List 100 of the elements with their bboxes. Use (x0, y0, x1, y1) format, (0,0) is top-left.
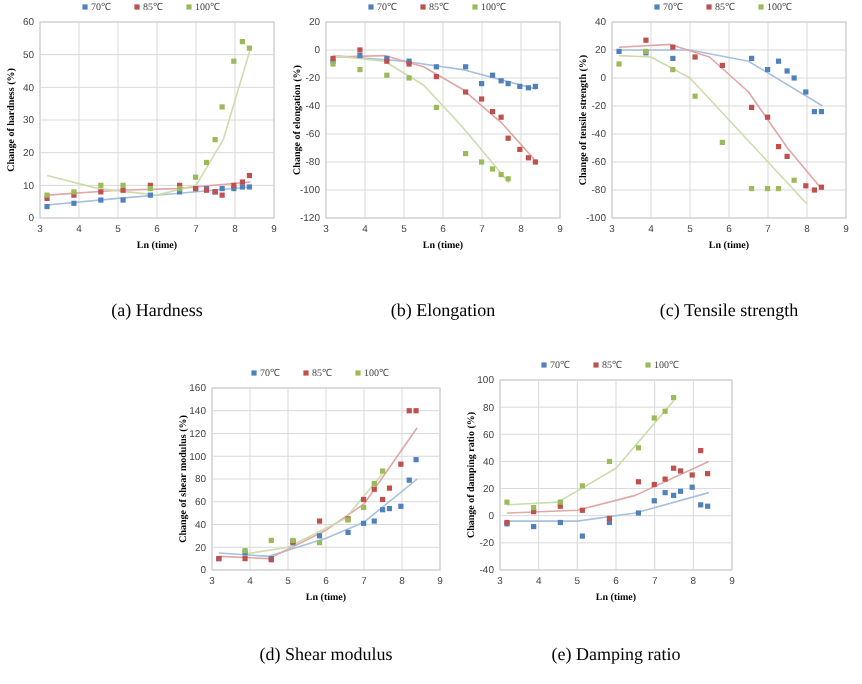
point (532, 159, 539, 165)
point (489, 109, 496, 115)
text: (e) Damping ratio (551, 644, 682, 664)
point (361, 504, 367, 511)
point (406, 75, 412, 81)
point (818, 184, 825, 190)
point (517, 83, 523, 89)
point (765, 186, 771, 192)
point (749, 104, 755, 110)
point (635, 479, 642, 485)
point (670, 44, 676, 50)
point (811, 109, 818, 115)
point (505, 176, 511, 182)
point (463, 89, 469, 95)
point (651, 481, 657, 488)
point (479, 96, 485, 102)
point (698, 502, 704, 508)
point (775, 58, 782, 64)
line-series (332, 54, 538, 163)
point (71, 200, 77, 206)
point (504, 499, 510, 505)
point (357, 67, 363, 73)
point (433, 64, 439, 70)
point (357, 47, 363, 53)
point (219, 104, 225, 110)
point (498, 78, 504, 84)
text: (a) Hardness (111, 300, 204, 320)
point (719, 62, 725, 68)
point (606, 458, 613, 465)
point (239, 184, 246, 190)
point (479, 81, 485, 87)
point (386, 485, 393, 491)
point (98, 189, 104, 195)
point (705, 471, 711, 477)
point (677, 468, 684, 474)
point (398, 461, 404, 467)
point (557, 519, 563, 526)
point (361, 496, 367, 503)
point (775, 144, 782, 150)
point (380, 496, 386, 503)
point (242, 556, 248, 562)
point (651, 498, 657, 504)
point (246, 45, 253, 51)
point (749, 55, 755, 61)
point (231, 58, 237, 64)
point (670, 55, 676, 61)
point (616, 61, 622, 67)
point (398, 503, 404, 509)
point (525, 155, 532, 161)
point (463, 151, 469, 157)
point (357, 53, 363, 59)
point (531, 504, 537, 511)
point (671, 465, 677, 471)
point (818, 109, 825, 115)
point (579, 483, 585, 489)
point (811, 187, 818, 193)
point (525, 85, 532, 91)
point (120, 187, 126, 193)
point (98, 197, 104, 203)
point (433, 104, 439, 110)
point (239, 39, 246, 45)
line-series (218, 427, 418, 560)
point (635, 445, 642, 451)
point (698, 447, 704, 454)
point (671, 492, 677, 498)
point (803, 183, 809, 189)
text: (d) Shear modulus (259, 644, 394, 664)
point (120, 182, 126, 188)
point (371, 486, 377, 492)
point (765, 114, 771, 120)
point (406, 477, 412, 483)
point (219, 192, 225, 198)
point (268, 537, 274, 544)
point (219, 186, 225, 192)
point (579, 533, 585, 539)
point (784, 68, 790, 74)
point (98, 182, 104, 188)
point (371, 518, 377, 524)
point (371, 480, 377, 487)
point (433, 74, 439, 80)
point (489, 72, 496, 78)
point (316, 518, 323, 524)
point (505, 81, 511, 87)
point (671, 395, 677, 401)
point (749, 186, 755, 192)
point (212, 137, 218, 143)
point (380, 507, 386, 513)
point (532, 83, 539, 89)
point (147, 192, 153, 198)
point (803, 89, 809, 95)
point (670, 67, 676, 73)
point (677, 488, 684, 494)
point (643, 37, 649, 43)
point (384, 72, 390, 78)
point (316, 533, 323, 539)
point (203, 159, 210, 166)
point (193, 174, 199, 180)
point (651, 415, 657, 421)
point (120, 197, 126, 203)
point (498, 114, 504, 120)
